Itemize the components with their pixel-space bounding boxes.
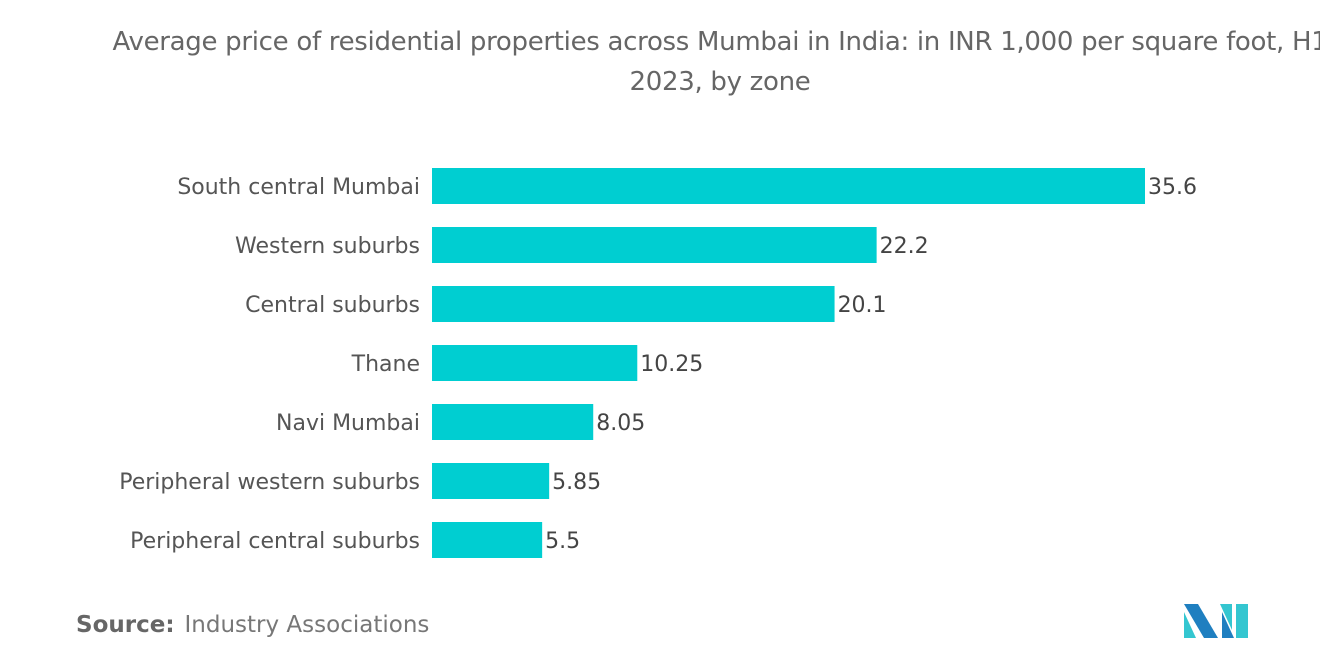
bar-3 <box>432 345 638 381</box>
bar-2 <box>432 286 835 322</box>
bar-0 <box>432 168 1145 204</box>
bar-5 <box>432 463 550 499</box>
data-label: 35.6 <box>1148 175 1197 200</box>
data-label: 22.2 <box>880 234 929 259</box>
bar-chart: South central Mumbai 35.6 Western suburbs 2… <box>119 168 1197 558</box>
category-label: Thane <box>351 352 420 377</box>
data-label: 8.05 <box>596 411 645 436</box>
category-label: South central Mumbai <box>177 175 420 200</box>
source-text: Industry Associations <box>184 612 430 638</box>
data-label: 5.5 <box>545 529 580 554</box>
source-label: Source: <box>76 612 175 638</box>
chart-title: Average price of residential properties … <box>112 27 1320 97</box>
data-label: 20.1 <box>838 293 887 318</box>
bar-6 <box>432 522 543 558</box>
category-label: Navi Mumbai <box>276 411 420 436</box>
data-label: 10.25 <box>640 352 703 377</box>
brand-logo-icon <box>1184 604 1248 638</box>
bar-1 <box>432 227 877 263</box>
data-label: 5.85 <box>552 470 601 495</box>
category-label: Peripheral central suburbs <box>130 529 420 554</box>
category-label: Western suburbs <box>235 234 420 259</box>
bar-4 <box>432 404 594 440</box>
category-label: Peripheral western suburbs <box>119 470 420 495</box>
category-label: Central suburbs <box>245 293 420 318</box>
source-note: Source: Industry Associations <box>76 612 429 638</box>
